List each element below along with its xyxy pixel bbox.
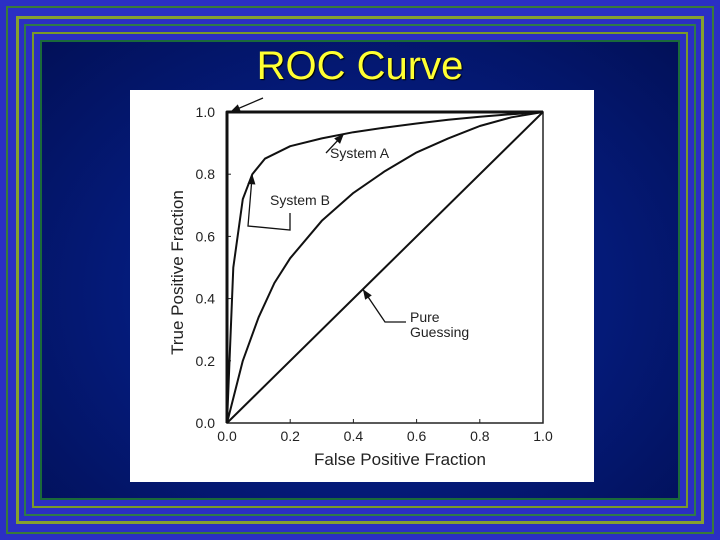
y-tick-label: 0.4 <box>196 291 216 307</box>
slide-border-3 <box>24 24 696 516</box>
annotation-leader-line <box>362 288 406 323</box>
y-tick-label: 0.8 <box>196 166 216 182</box>
y-tick-label: 0.0 <box>196 415 216 431</box>
annotation-arrowhead <box>230 104 241 112</box>
y-tick-label: 0.2 <box>196 353 216 369</box>
series-line-system-b <box>226 111 544 424</box>
slide-border-outer <box>6 6 714 534</box>
annotation-leader-line <box>247 174 291 231</box>
x-axis-label: False Positive Fraction <box>314 450 486 469</box>
roc-chart: 0.0 0.2 0.4 0.6 0.8 1.0 0.0 0.2 0.4 0.6 0.8 1.0 Sys… <box>168 97 553 469</box>
series-layer <box>225 110 544 424</box>
chart-panel: 0.0 0.2 0.4 0.6 0.8 1.0 0.0 0.2 0.4 0.6 0.8 1.0 Sys… <box>130 90 594 482</box>
slide-title: ROC Curve <box>256 44 464 88</box>
x-tick-label: 0.2 <box>280 428 300 444</box>
annotation-label: System B <box>270 192 330 208</box>
x-tick-label: 0.0 <box>217 428 237 444</box>
y-tick-label: 1.0 <box>196 104 216 120</box>
annotation-label: Pure <box>410 309 440 325</box>
x-tick-label: 0.4 <box>344 428 364 444</box>
series-line-perfect-classifier <box>225 110 543 423</box>
annotation-arrowhead <box>362 289 372 300</box>
series-line-pure-guessing <box>226 111 544 424</box>
annotation-arrowhead <box>247 174 256 185</box>
annotation-label: Guessing <box>410 324 469 340</box>
x-tick-label: 0.6 <box>407 428 427 444</box>
x-tick-label: 1.0 <box>533 428 553 444</box>
slide-border-2 <box>16 16 704 524</box>
y-tick-label: 0.6 <box>196 228 216 244</box>
annotation-label: System A <box>330 145 390 161</box>
x-tick-label: 0.8 <box>470 428 490 444</box>
y-axis-label: True Positive Fraction <box>168 190 187 355</box>
slide-border-4 <box>32 32 688 508</box>
annotation-arrowhead <box>334 133 344 144</box>
series-line-system-a <box>226 111 544 424</box>
